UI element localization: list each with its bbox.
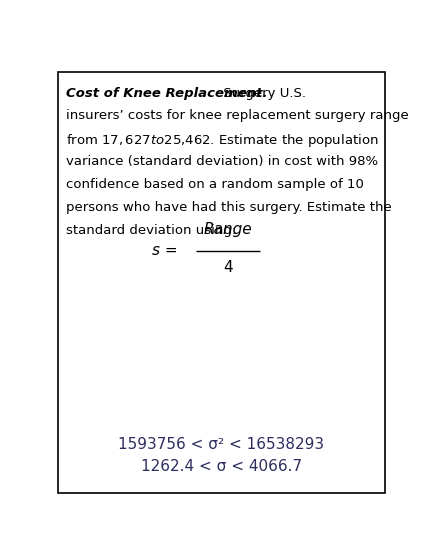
Text: Surgery U.S.: Surgery U.S. xyxy=(219,87,306,100)
Text: confidence based on a random sample of 10: confidence based on a random sample of 1… xyxy=(66,178,364,191)
Text: Cost of Knee Replacement.: Cost of Knee Replacement. xyxy=(66,87,267,100)
Text: 4: 4 xyxy=(223,260,233,276)
FancyBboxPatch shape xyxy=(58,72,385,493)
Text: 1593756 < σ² < 16538293: 1593756 < σ² < 16538293 xyxy=(118,437,324,452)
Text: from $17,627 to $25,462. Estimate the population: from $17,627 to $25,462. Estimate the po… xyxy=(66,132,378,150)
Text: variance (standard deviation) in cost with 98%: variance (standard deviation) in cost wi… xyxy=(66,155,378,168)
Text: s =: s = xyxy=(152,244,178,258)
Text: insurers’ costs for knee replacement surgery range: insurers’ costs for knee replacement sur… xyxy=(66,109,409,123)
Text: persons who have had this surgery. Estimate the: persons who have had this surgery. Estim… xyxy=(66,201,391,214)
Text: 1262.4 < σ < 4066.7: 1262.4 < σ < 4066.7 xyxy=(141,459,302,474)
Text: standard deviation using:: standard deviation using: xyxy=(66,224,236,237)
Text: Range: Range xyxy=(204,222,252,237)
